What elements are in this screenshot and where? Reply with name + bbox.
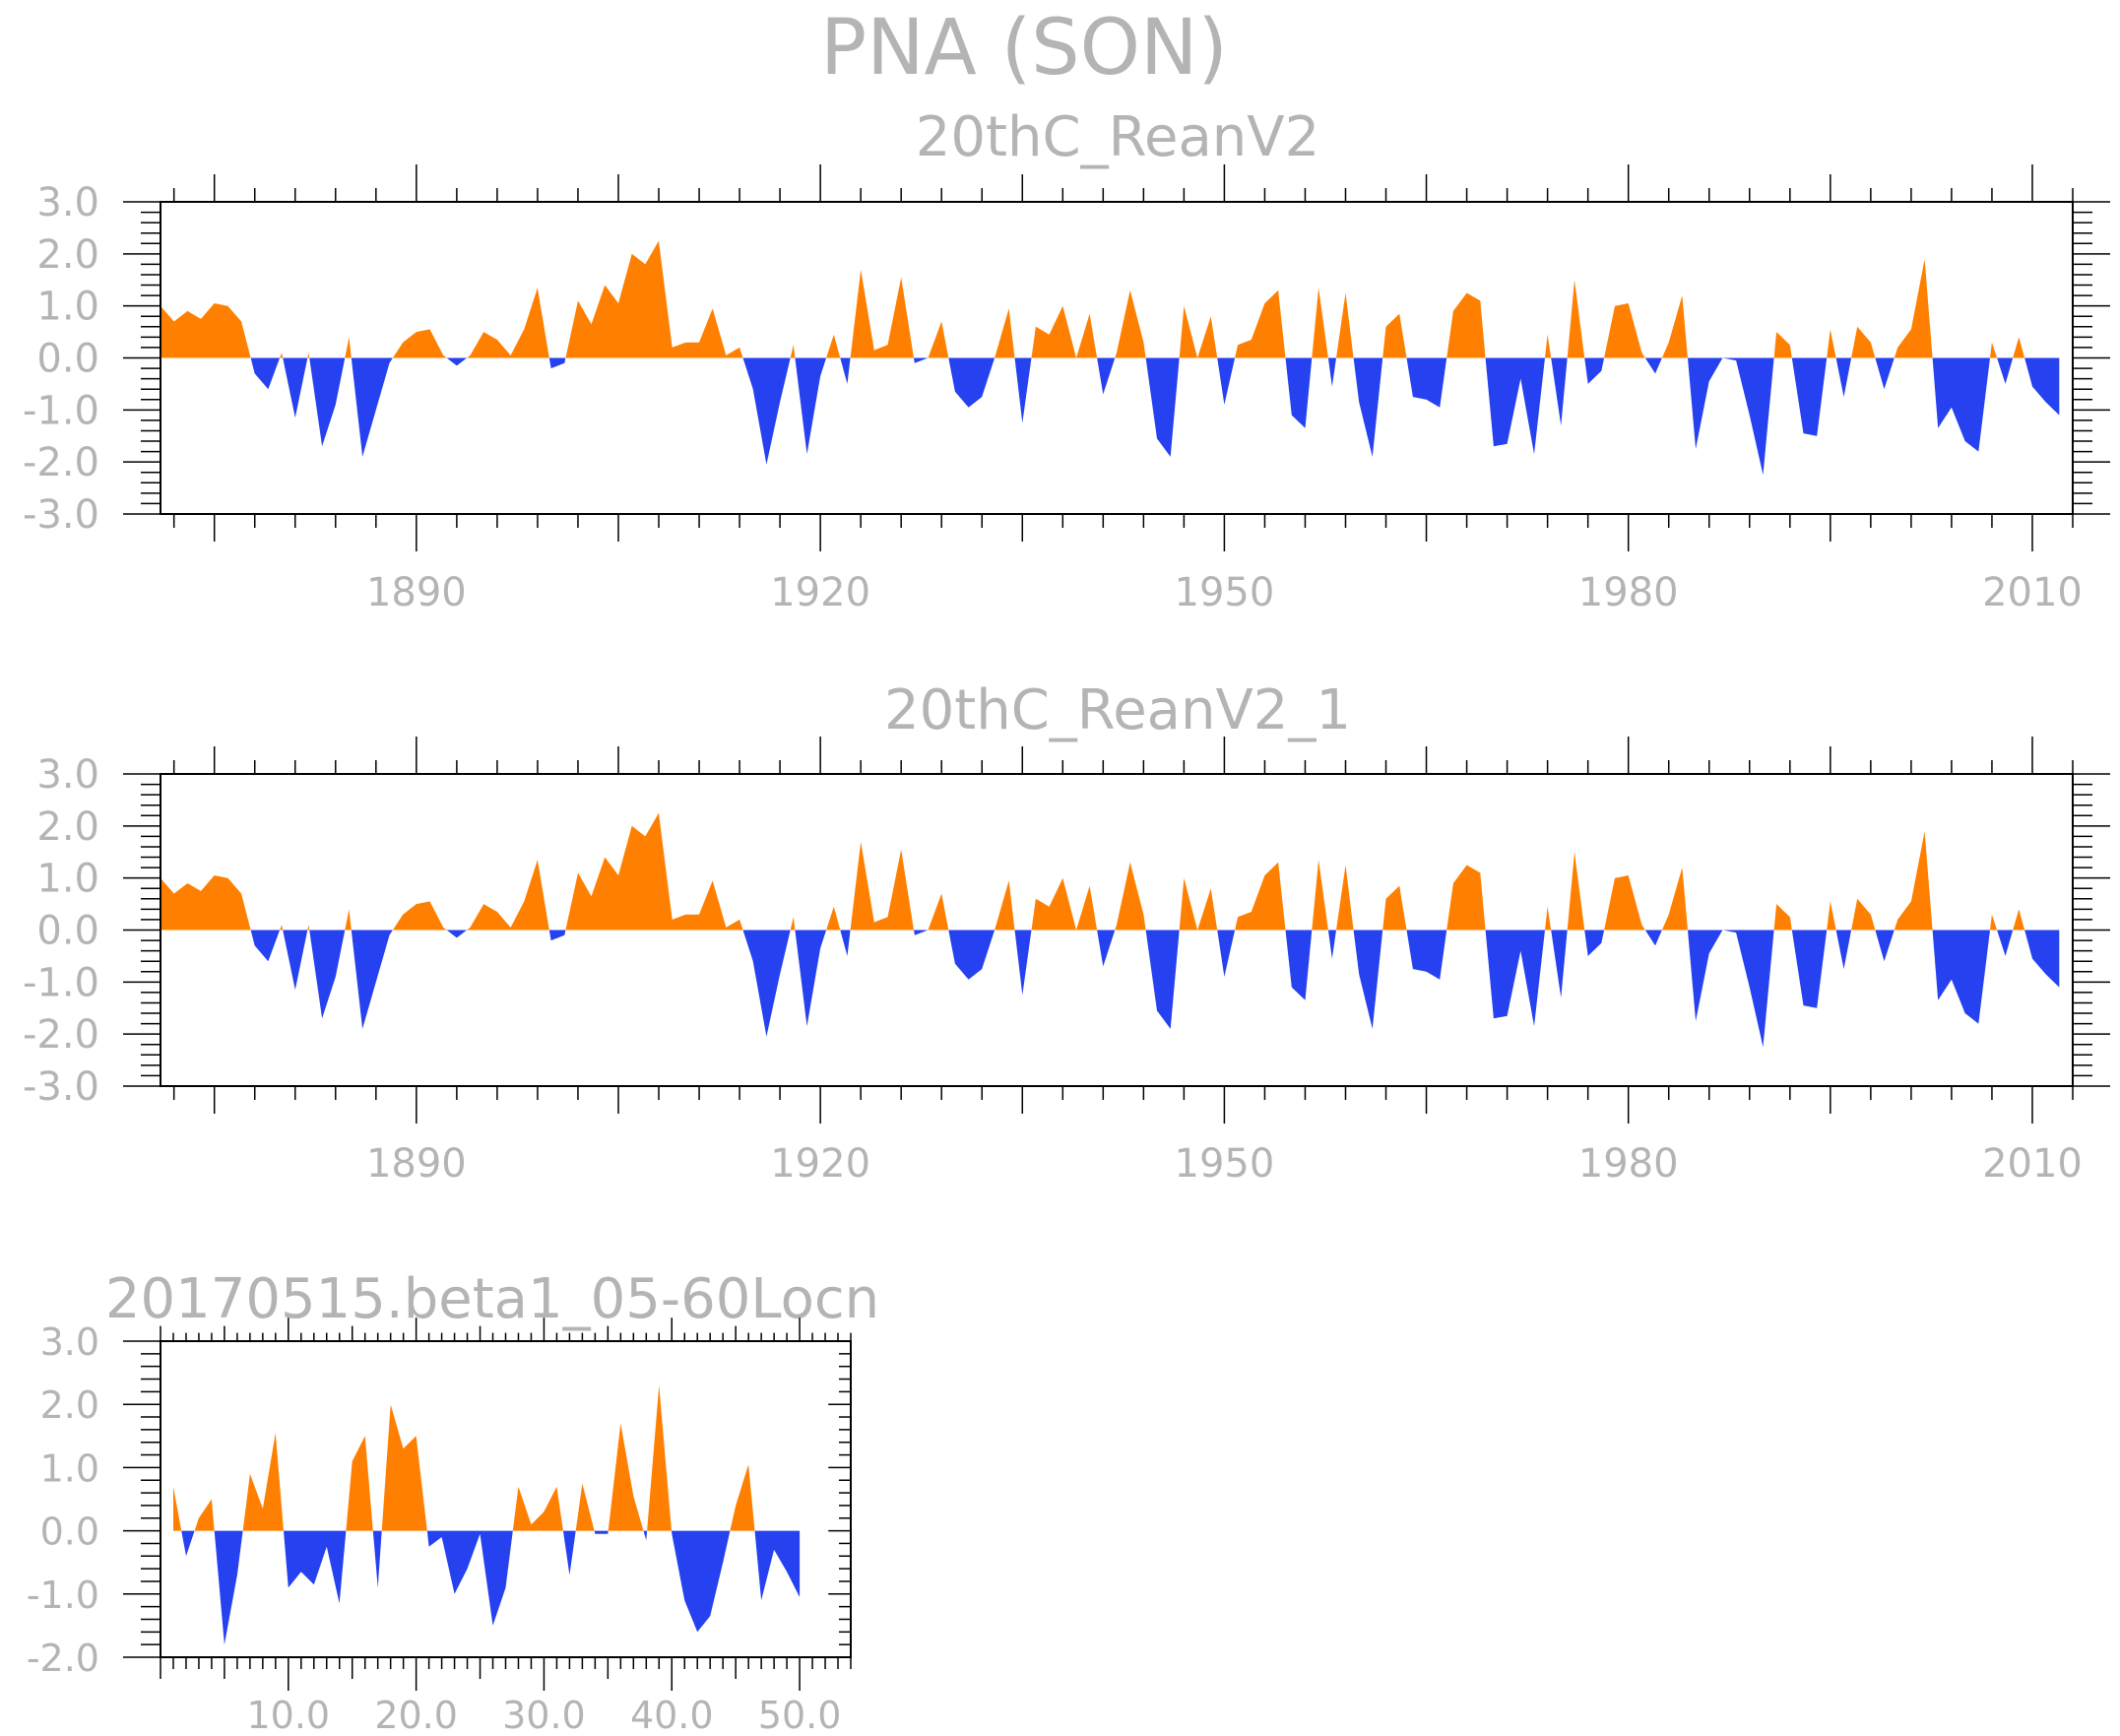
- x-tick-label: 1950: [1175, 570, 1275, 615]
- y-tick-label: 0.0: [36, 337, 99, 382]
- series-positive-area: [161, 812, 2025, 931]
- y-tick-label: -3.0: [23, 492, 99, 538]
- y-tick-label: -1.0: [27, 1574, 99, 1617]
- y-tick-label: 1.0: [36, 285, 99, 330]
- series-positive-area: [161, 240, 2025, 358]
- panel-title: 20170515.beta1_05-60Locn: [105, 1267, 879, 1331]
- y-tick-label: -2.0: [23, 440, 99, 485]
- series-negative-area: [250, 930, 2060, 1048]
- y-tick-label: 3.0: [40, 1320, 99, 1364]
- x-tick-label: 1890: [366, 1141, 467, 1187]
- x-tick-label: 1980: [1578, 570, 1679, 615]
- x-tick-label: 1980: [1578, 1141, 1679, 1187]
- y-tick-label: -3.0: [23, 1064, 99, 1110]
- x-tick-label: 1890: [366, 570, 467, 615]
- y-tick-label: 2.0: [40, 1383, 99, 1427]
- y-tick-label: 2.0: [36, 232, 99, 278]
- x-tick-label: 2010: [1982, 570, 2083, 615]
- x-tick-label: 1950: [1175, 1141, 1275, 1187]
- y-tick-label: -2.0: [27, 1637, 99, 1680]
- panel-title: 20thC_ReanV2: [916, 105, 1319, 169]
- y-tick-label: -1.0: [23, 960, 99, 1005]
- x-tick-label: 40.0: [630, 1694, 714, 1736]
- y-tick-label: 3.0: [36, 752, 99, 798]
- panel-beta1-locn: 20170515.beta1_05-60Locn 3.0 2.0 1.0 0.0 -1.…: [27, 1267, 879, 1736]
- y-tick-label: 1.0: [36, 857, 99, 902]
- panel-20thc-reanv2-1: 20thC_ReanV2_1 3.0 2.0 1.0 0.0 -1.0 -2.0 -3.0 1…: [23, 678, 2110, 1187]
- y-tick-label: 1.0: [40, 1447, 99, 1490]
- panel-20thc-reanv2: 20thC_ReanV2 3.0 2.0 1.0 0.0 -1.0 -2.0 -3.0 189…: [23, 105, 2110, 615]
- series-negative-area: [250, 357, 2060, 476]
- panel-title: 20thC_ReanV2_1: [884, 678, 1351, 742]
- x-tick-label: 1920: [770, 570, 870, 615]
- y-tick-label: -1.0: [23, 388, 99, 433]
- y-tick-label: 2.0: [36, 804, 99, 850]
- y-tick-label: 0.0: [40, 1511, 99, 1554]
- y-tick-label: 0.0: [36, 909, 99, 954]
- series-negative-area: [181, 1530, 801, 1645]
- x-tick-label: 2010: [1982, 1141, 2083, 1187]
- x-tick-label: 30.0: [502, 1694, 586, 1736]
- x-tick-label: 1920: [770, 1141, 870, 1187]
- x-tick-label: 10.0: [247, 1694, 331, 1736]
- x-tick-label: 20.0: [374, 1694, 458, 1736]
- y-tick-label: -2.0: [23, 1012, 99, 1058]
- figure-title: PNA (SON): [820, 4, 1228, 93]
- y-tick-label: 3.0: [36, 180, 99, 225]
- series-positive-area: [173, 1384, 755, 1531]
- x-tick-label: 50.0: [758, 1694, 842, 1736]
